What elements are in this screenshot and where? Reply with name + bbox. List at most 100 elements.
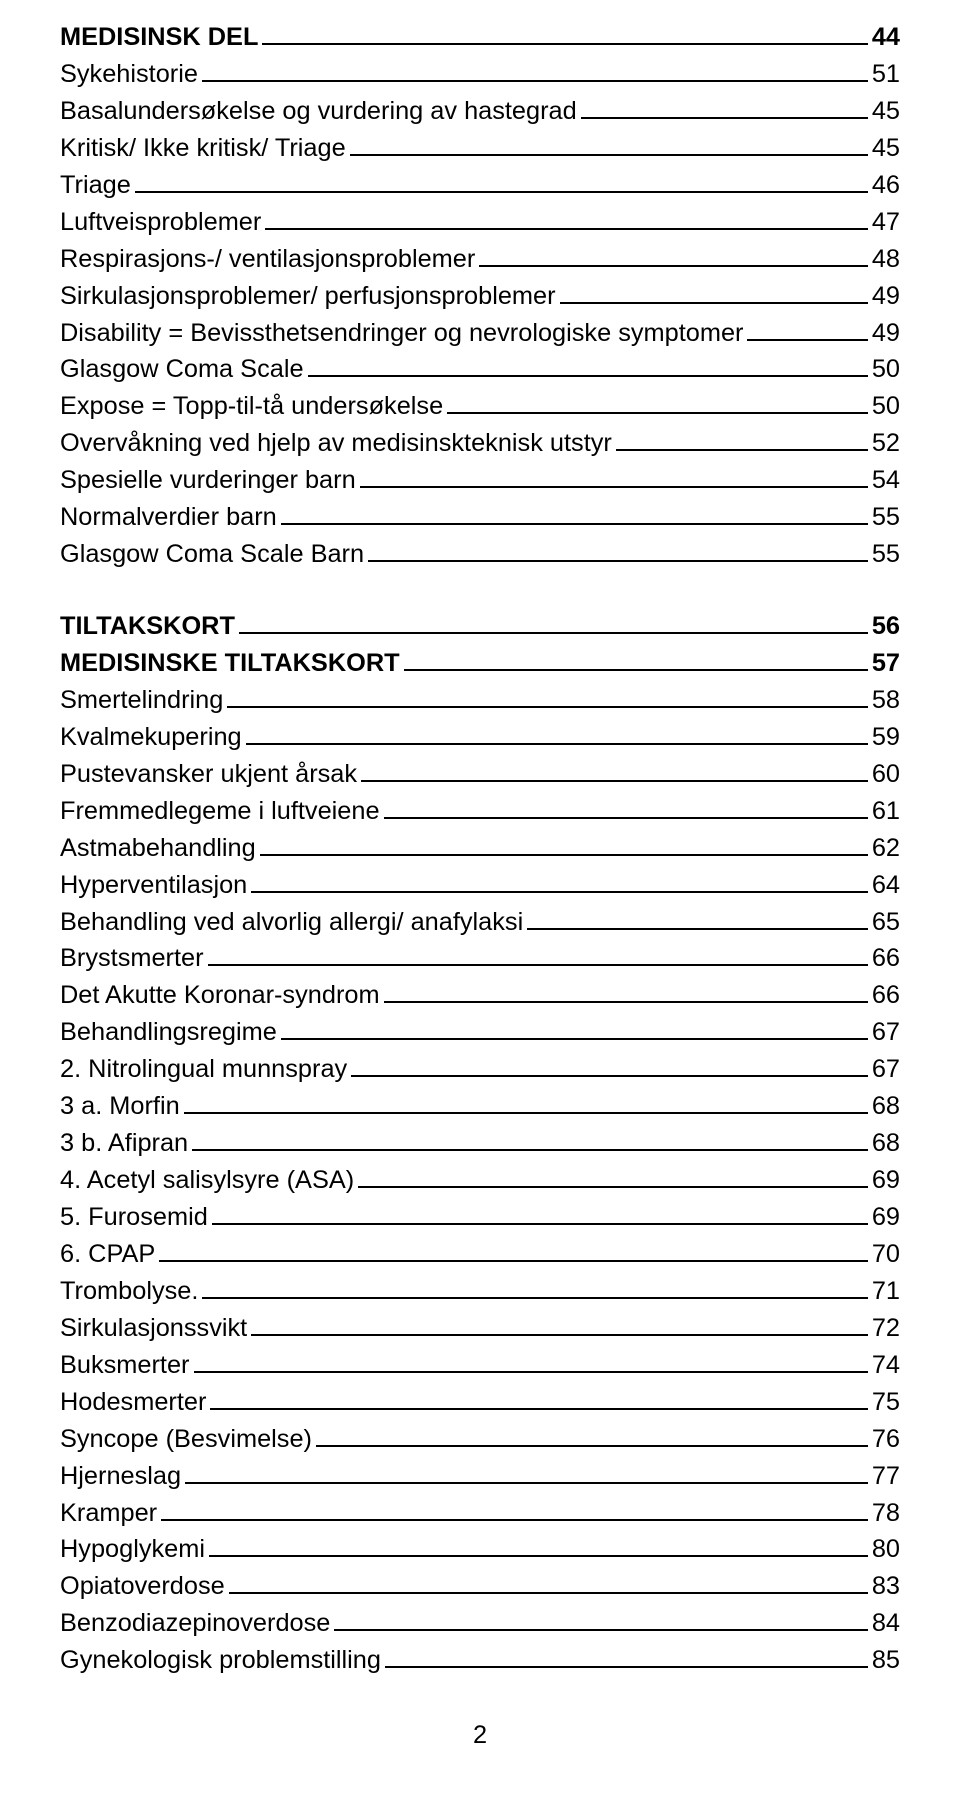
toc-leader (185, 1482, 868, 1484)
toc-page: 66 (872, 978, 900, 1013)
toc-page: 55 (872, 537, 900, 572)
toc-label: Normalverdier barn (60, 500, 277, 535)
toc-page: 44 (872, 20, 900, 55)
toc-row: Fremmedlegeme i luftveiene61 (60, 794, 900, 829)
toc-leader (350, 154, 868, 156)
toc-row: Disability = Bevissthetsendringer og nev… (60, 316, 900, 351)
toc-leader (281, 523, 868, 525)
toc-page: 52 (872, 426, 900, 461)
toc-row: Hjerneslag77 (60, 1459, 900, 1494)
toc-leader (384, 817, 868, 819)
toc-page: 76 (872, 1422, 900, 1457)
toc-row: Opiatoverdose 83 (60, 1569, 900, 1604)
toc-page: 67 (872, 1015, 900, 1050)
toc-leader (384, 1001, 868, 1003)
toc-page: 75 (872, 1385, 900, 1420)
toc-label: Sirkulasjonssvikt (60, 1311, 247, 1346)
toc-row: Brystsmerter 66 (60, 941, 900, 976)
toc-page: 70 (872, 1237, 900, 1272)
toc-label: Smertelindring (60, 683, 223, 718)
toc-label: Benzodiazepinoverdose (60, 1606, 330, 1641)
toc-row: Normalverdier barn 55 (60, 500, 900, 535)
toc-row: Astmabehandling62 (60, 831, 900, 866)
toc-leader (159, 1260, 868, 1262)
toc-leader (229, 1592, 868, 1594)
toc-page: 68 (872, 1126, 900, 1161)
toc-row: Sykehistorie51 (60, 57, 900, 92)
toc-label: Opiatoverdose (60, 1569, 225, 1604)
toc-leader (251, 891, 868, 893)
toc-label: MEDISINSK DEL (60, 20, 258, 55)
toc-page: 55 (872, 500, 900, 535)
toc-leader (210, 1408, 867, 1410)
toc-leader (262, 43, 867, 45)
toc-page: 60 (872, 757, 900, 792)
toc-row: Trombolyse.71 (60, 1274, 900, 1309)
toc-label: Syncope (Besvimelse) (60, 1422, 312, 1457)
toc-page: 83 (872, 1569, 900, 1604)
toc-label: Sykehistorie (60, 57, 198, 92)
toc-leader (239, 632, 868, 634)
toc-leader (227, 706, 868, 708)
toc-label: 3 b. Afipran (60, 1126, 188, 1161)
toc-leader (358, 1186, 868, 1188)
toc-row: Hypoglykemi80 (60, 1532, 900, 1567)
toc-leader (209, 1555, 868, 1557)
toc-row: Gynekologisk problemstilling85 (60, 1643, 900, 1678)
toc-page: 47 (872, 205, 900, 240)
toc-row: Det Akutte Koronar-syndrom 66 (60, 978, 900, 1013)
toc-row: Overvåkning ved hjelp av medisinskteknis… (60, 426, 900, 461)
toc-label: Pustevansker ukjent årsak (60, 757, 357, 792)
toc-leader (308, 375, 868, 377)
toc-label: Trombolyse. (60, 1274, 198, 1309)
toc-row: Sirkulasjonssvikt72 (60, 1311, 900, 1346)
toc-page: 48 (872, 242, 900, 277)
toc-label: Luftveisproblemer (60, 205, 261, 240)
toc-row: MEDISINSKE TILTAKSKORT57 (60, 646, 900, 681)
toc-row: Smertelindring 58 (60, 683, 900, 718)
toc-label: Sirkulasjonsproblemer/ perfusjonsproblem… (60, 279, 556, 314)
toc-page: 58 (872, 683, 900, 718)
toc-row: 3 b. Afipran 68 (60, 1126, 900, 1161)
toc-page: 85 (872, 1643, 900, 1678)
toc-row: Triage46 (60, 168, 900, 203)
toc-leader (527, 928, 868, 930)
toc-leader (161, 1519, 868, 1521)
page-number: 2 (60, 1718, 900, 1753)
toc-leader (260, 854, 868, 856)
toc-label: Brystsmerter (60, 941, 204, 976)
toc-label: Expose = Topp-til-tå undersøkelse (60, 389, 443, 424)
toc-leader (251, 1334, 868, 1336)
toc-page: 57 (872, 646, 900, 681)
toc-leader (202, 80, 868, 82)
toc-label: Det Akutte Koronar-syndrom (60, 978, 380, 1013)
toc-row: Behandling ved alvorlig allergi/ anafyla… (60, 905, 900, 940)
toc-label: Disability = Bevissthetsendringer og nev… (60, 316, 743, 351)
toc-leader (368, 560, 868, 562)
toc-page: 61 (872, 794, 900, 829)
toc-page: 45 (872, 94, 900, 129)
toc-leader (404, 669, 868, 671)
toc-row: Respirasjons-/ ventilasjonsproblemer 48 (60, 242, 900, 277)
toc-label: Respirasjons-/ ventilasjonsproblemer (60, 242, 475, 277)
toc-label: 2. Nitrolingual munnspray (60, 1052, 347, 1087)
toc-leader (212, 1223, 868, 1225)
toc-row: Hyperventilasjon64 (60, 868, 900, 903)
toc-label: Glasgow Coma Scale Barn (60, 537, 364, 572)
toc-page: 54 (872, 463, 900, 498)
toc-leader (202, 1297, 867, 1299)
toc-leader (246, 743, 868, 745)
toc-label: 6. CPAP (60, 1237, 155, 1272)
toc-page: 59 (872, 720, 900, 755)
toc-label: Astmabehandling (60, 831, 256, 866)
toc-label: Buksmerter (60, 1348, 190, 1383)
toc-leader (479, 265, 868, 267)
toc-row: Buksmerter 74 (60, 1348, 900, 1383)
toc-row: Behandlingsregime67 (60, 1015, 900, 1050)
toc-page: 65 (872, 905, 900, 940)
toc-label: Basalundersøkelse og vurdering av hasteg… (60, 94, 577, 129)
toc-page: 74 (872, 1348, 900, 1383)
toc-leader (208, 964, 868, 966)
toc-row: Hodesmerter75 (60, 1385, 900, 1420)
toc-page: 66 (872, 941, 900, 976)
